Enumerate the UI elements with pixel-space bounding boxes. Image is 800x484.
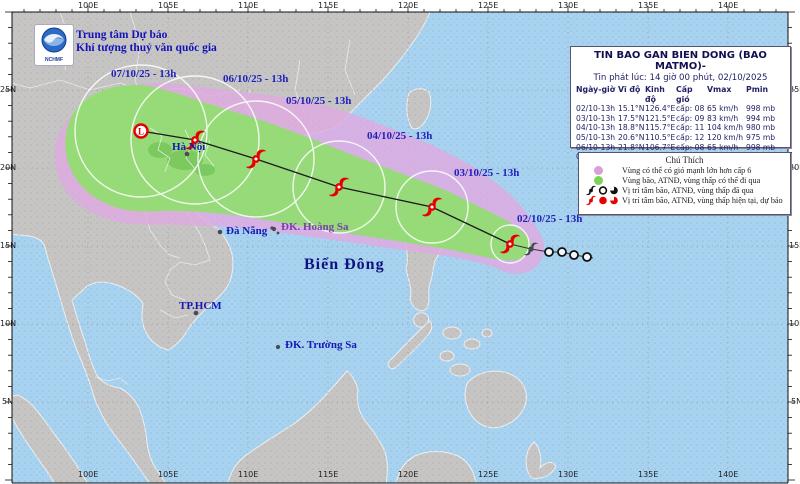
legend-item: Vùng có thể có gió mạnh lớn hơn cấp 6 — [579, 165, 790, 175]
cell: 02/10-13h — [576, 104, 616, 114]
cell: 121.5°E — [645, 113, 676, 123]
cell: cấp: 08 — [676, 104, 705, 114]
storm-bulletin-box: TIN BAO GAN BIEN DONG (BAO MATMO)- Tin p… — [570, 46, 791, 161]
cell: 120 km/h — [707, 132, 744, 142]
svg-text:L: L — [138, 126, 144, 136]
col-header: Cấp gió — [676, 85, 693, 104]
cone-wind-swatch — [584, 165, 622, 175]
cell: 04/10-13h — [576, 123, 616, 133]
cell: 980 mb — [746, 123, 776, 133]
cell: cấp: 12 — [676, 132, 705, 142]
cell: 05/10-13h — [576, 132, 616, 142]
col-header: Vĩ độ — [618, 85, 641, 94]
cell: 18.8°N — [618, 123, 645, 133]
legend-item: Vùng bão, ATNĐ, vùng thấp có thể đi qua — [579, 175, 790, 185]
cell: 06/10-13h — [576, 142, 616, 152]
col-header: Pmin — [746, 85, 769, 94]
cone-track-swatch — [584, 175, 622, 185]
low-pressure-marker: L — [133, 123, 149, 139]
legend-box: Chú Thích Vùng có thể có gió mạnh lớn hơ… — [578, 152, 791, 215]
col-header: Ngày-giờ — [576, 85, 616, 94]
forecast-table: Ngày-giờ Vĩ độ Kinh độ Cấp gió Vmax Pmin… — [571, 83, 790, 162]
cell: 15.1°N — [618, 104, 645, 114]
cell: 994 mb — [746, 113, 776, 123]
bulletin-issued-time: Tin phát lúc: 14 giờ 00 phút, 02/10/2025 — [593, 73, 768, 83]
cone-track — [65, 84, 533, 261]
bulletin-title: TIN BAO GAN BIEN DONG (BAO MATMO)- — [594, 50, 767, 72]
cell: 115.7°E — [645, 123, 676, 133]
cell: 83 km/h — [707, 113, 739, 123]
current-position-icons — [584, 195, 622, 206]
past-positions — [524, 242, 592, 262]
cell: cấp: 08 — [676, 142, 705, 152]
cell: 110.5°E — [645, 132, 676, 142]
cell: 998 mb — [746, 142, 776, 152]
cell: 975 mb — [746, 132, 776, 142]
cell: 17.5°N — [618, 113, 645, 123]
cell: 126.4°E — [645, 104, 676, 114]
col-header: Kinh độ — [645, 85, 665, 104]
legend-title: Chú Thích — [665, 155, 704, 165]
city-markers — [184, 151, 281, 350]
cell: 03/10-13h — [576, 113, 616, 123]
axis-ticks — [5, 6, 795, 481]
cell: 998 mb — [746, 104, 776, 114]
cell: cấp: 09 — [676, 113, 705, 123]
wind-radius-circles — [74, 64, 530, 264]
cell: 104 km/h — [707, 123, 744, 133]
col-header: Vmax — [707, 85, 732, 94]
cell: 106.7°E — [645, 142, 676, 152]
cell: 21.8°N — [618, 142, 645, 152]
legend-item: Vị trí tâm bão, ATNĐ, vùng thấp hiện tại… — [579, 196, 790, 206]
cell: 20.6°N — [618, 132, 645, 142]
legend-item: Vị trí tâm bão, ATNĐ, vùng thấp đã qua — [579, 185, 790, 196]
cell: cấp: 11 — [676, 123, 705, 133]
forecast-track-line — [140, 130, 511, 245]
past-position-icons — [584, 185, 622, 196]
cell: 65 km/h — [707, 142, 739, 152]
cell: 65 km/h — [707, 104, 739, 114]
